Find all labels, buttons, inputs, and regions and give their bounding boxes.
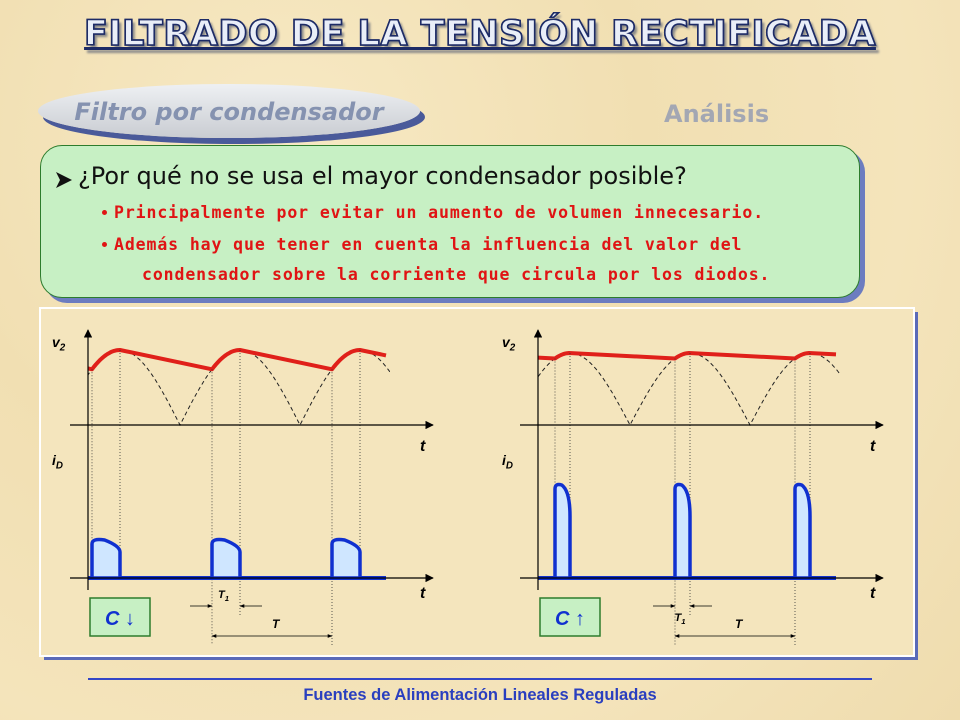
pulse-width-label-main: T [218, 589, 226, 601]
current-pulse [210, 537, 242, 580]
subsection: Análisis [664, 100, 770, 128]
voltage-label: v2 [52, 334, 66, 354]
current-label-sub: D [56, 461, 63, 472]
bullet-dot [102, 210, 107, 215]
voltage-label-main: v [52, 334, 61, 350]
current-label-main: i [502, 452, 507, 468]
bullet: Además hay que tener en cuenta la influe… [114, 230, 814, 290]
current-label: iD [502, 452, 513, 472]
pulse-width-label-sub: 1 [681, 617, 685, 626]
question: ¿Por qué no se usa el mayor condensador … [78, 162, 687, 190]
time-label: t [420, 585, 426, 602]
arrow-bullet [56, 172, 72, 188]
period-label: T [272, 617, 281, 631]
capacitor-label: C ↓ [105, 608, 135, 630]
time-label: t [420, 438, 426, 455]
voltage-label-sub: 2 [59, 343, 66, 354]
current-pulse [330, 537, 362, 580]
section-pill [38, 84, 420, 138]
panel [39, 307, 915, 657]
current-label-sub: D [506, 461, 513, 472]
rectified-wave [88, 349, 390, 427]
bullet: Principalmente por evitar un aumento de … [114, 203, 765, 222]
voltage-label-main: v [502, 334, 511, 350]
pulse-width-label-main: T [675, 612, 683, 624]
voltage-label: v2 [502, 334, 516, 354]
voltage-label-sub: 2 [509, 343, 516, 354]
capacitor-box [539, 597, 601, 637]
section: Filtro por condensador [74, 98, 384, 126]
time-label: t [870, 438, 876, 455]
pulse-width-label-sub: 1 [225, 594, 229, 603]
period-label: T [735, 617, 744, 631]
pulse-width-label: T1 [675, 612, 686, 626]
question-box [40, 145, 860, 298]
footer-line [88, 678, 872, 680]
time-label: t [870, 585, 876, 602]
footer: Fuentes de Alimentación Lineales Regulad… [303, 686, 657, 704]
capacitor-box [89, 597, 151, 637]
current-pulse [793, 482, 812, 580]
title: FILTRADO DE LA TENSIÓN RECTIFICADA [83, 13, 876, 55]
filtered-voltage [87, 348, 387, 372]
current-label: iD [52, 452, 63, 472]
capacitor-label: C ↑ [555, 608, 585, 630]
current-pulse [673, 482, 692, 580]
current-pulse [553, 482, 572, 580]
bullet-text: Además hay que tener en cuenta la influe… [114, 235, 771, 284]
current-label-main: i [52, 452, 57, 468]
filtered-voltage [537, 351, 837, 361]
bullet-dot [102, 242, 107, 247]
current-pulse [90, 537, 122, 580]
pulse-width-label: T1 [218, 589, 229, 603]
